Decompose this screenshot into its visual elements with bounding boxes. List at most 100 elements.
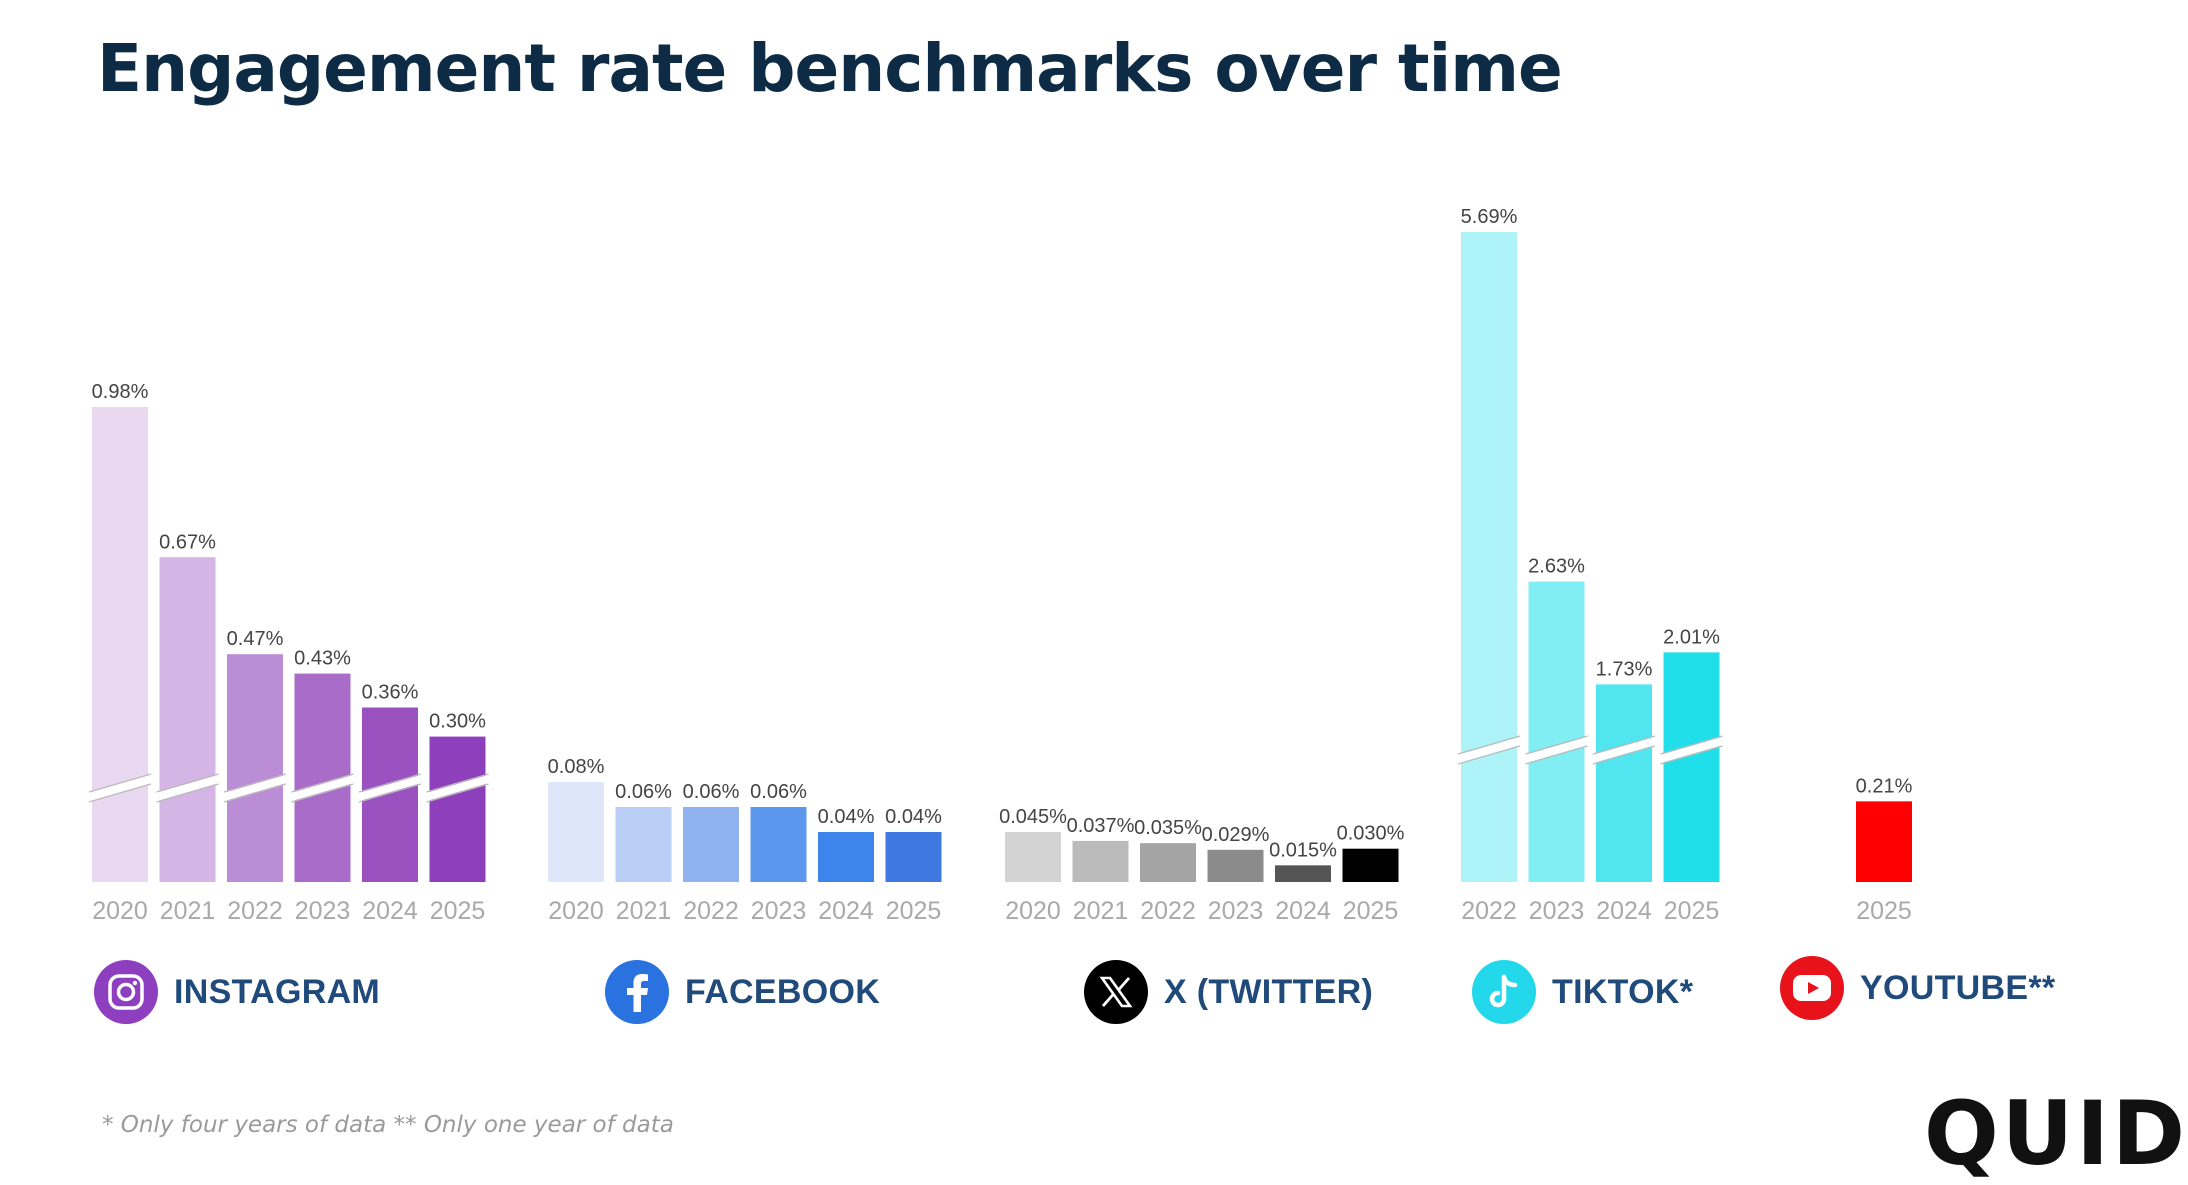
bar-instagram-2022	[227, 654, 283, 882]
axis-break-edge	[156, 783, 219, 803]
tick-label-x-twitter-2022: 2022	[1140, 897, 1196, 925]
axis-break-tiktok-2023	[1524, 737, 1589, 763]
axis-break-edge	[291, 783, 354, 803]
legend-instagram: INSTAGRAM	[94, 958, 380, 1026]
tick-label-instagram-2021: 2021	[160, 897, 216, 925]
legend-x-twitter: X (TWITTER)	[1084, 958, 1373, 1026]
bar-tiktok-2023	[1528, 581, 1585, 882]
tick-label-facebook-2020: 2020	[548, 897, 604, 925]
bar-facebook-2025	[885, 832, 942, 882]
axis-break-edge	[358, 773, 422, 793]
axis-break-edge	[358, 783, 422, 803]
tick-label-facebook-2025: 2025	[886, 897, 942, 925]
axis-break-edge	[88, 783, 152, 803]
data-label-instagram-2020: 0.98%	[92, 381, 149, 403]
data-label-x-twitter-2025: 0.030%	[1337, 823, 1405, 845]
chart-title: Engagement rate benchmarks over time	[97, 30, 1563, 107]
youtube-icon	[1780, 956, 1844, 1020]
legend-label-facebook: FACEBOOK	[685, 972, 881, 1011]
data-label-facebook-2020: 0.08%	[548, 756, 605, 778]
data-label-x-twitter-2022: 0.035%	[1134, 817, 1202, 839]
data-label-facebook-2023: 0.06%	[750, 781, 807, 803]
data-label-x-twitter-2023: 0.029%	[1202, 824, 1270, 846]
tick-label-instagram-2025: 2025	[430, 897, 486, 925]
tiktok-icon	[1472, 960, 1536, 1024]
legend-youtube: YOUTUBE**	[1780, 954, 2055, 1022]
axis-break-edge	[1592, 735, 1656, 755]
axis-break-tiktok-2025	[1659, 737, 1724, 763]
bar-facebook-2022	[683, 807, 739, 882]
data-label-facebook-2021: 0.06%	[615, 781, 672, 803]
bar-x-twitter-2023	[1207, 849, 1264, 882]
tick-label-x-twitter-2025: 2025	[1343, 897, 1399, 925]
legend-label-tiktok: TIKTOK*	[1552, 972, 1694, 1011]
legend-facebook: FACEBOOK	[605, 958, 880, 1026]
bar-chart: 0.98% 2020 0.67% 2021 0.47% 2022 0.43% 2023 0.36…	[87, 206, 1913, 925]
legend-tiktok: TIKTOK*	[1472, 958, 1693, 1026]
data-label-facebook-2024: 0.04%	[818, 806, 875, 828]
bar-x-twitter-2021	[1072, 840, 1129, 882]
tick-label-x-twitter-2020: 2020	[1005, 897, 1061, 925]
axis-break-edge	[1525, 735, 1588, 755]
tick-label-tiktok-2022: 2022	[1461, 897, 1517, 925]
axis-break-edge	[156, 773, 219, 793]
axis-break-instagram-2020	[87, 775, 153, 801]
tick-label-youtube-2025: 2025	[1856, 897, 1912, 925]
bar-x-twitter-2025	[1342, 848, 1399, 882]
axis-break-edge	[1592, 745, 1656, 765]
bar-tiktok-2024	[1596, 684, 1652, 882]
tick-label-instagram-2020: 2020	[92, 897, 148, 925]
axis-break-edge	[223, 783, 287, 803]
data-label-instagram-2024: 0.36%	[362, 682, 419, 704]
axis-break-instagram-2025	[425, 775, 490, 801]
data-label-tiktok-2025: 2.01%	[1663, 626, 1720, 648]
bar-tiktok-2022	[1461, 232, 1517, 882]
data-label-x-twitter-2024: 0.015%	[1269, 839, 1337, 861]
axis-break-tiktok-2022	[1456, 737, 1522, 763]
data-label-instagram-2022: 0.47%	[227, 628, 284, 650]
bar-instagram-2021	[159, 557, 216, 882]
tick-label-instagram-2022: 2022	[227, 897, 283, 925]
bar-x-twitter-2024	[1275, 865, 1331, 882]
bar-facebook-2024	[818, 832, 874, 882]
data-label-youtube-2025: 0.21%	[1856, 775, 1913, 797]
data-label-tiktok-2023: 2.63%	[1528, 556, 1585, 578]
axis-break-instagram-2024	[357, 775, 423, 801]
x-twitter-icon	[1084, 960, 1148, 1024]
tick-label-tiktok-2024: 2024	[1596, 897, 1652, 925]
bar-instagram-2025	[429, 736, 486, 882]
data-label-facebook-2022: 0.06%	[683, 781, 740, 803]
bar-youtube-2025	[1856, 801, 1912, 882]
bar-x-twitter-2022	[1140, 843, 1196, 882]
tick-label-x-twitter-2021: 2021	[1073, 897, 1129, 925]
axis-break-tiktok-2024	[1591, 737, 1657, 763]
tick-label-facebook-2024: 2024	[818, 897, 874, 925]
axis-break-instagram-2021	[155, 775, 220, 801]
facebook-icon	[605, 960, 669, 1024]
bar-facebook-2023	[750, 807, 807, 882]
tick-label-x-twitter-2023: 2023	[1208, 897, 1264, 925]
tick-label-facebook-2023: 2023	[751, 897, 807, 925]
bar-x-twitter-2020	[1005, 832, 1061, 882]
axis-break-edge	[1660, 745, 1723, 765]
tick-label-tiktok-2023: 2023	[1529, 897, 1585, 925]
data-label-instagram-2023: 0.43%	[294, 648, 351, 670]
legend-label-x-twitter: X (TWITTER)	[1164, 972, 1374, 1011]
bar-instagram-2020	[92, 407, 148, 882]
axis-break-edge	[426, 773, 489, 793]
axis-break-edge	[426, 783, 489, 803]
instagram-icon	[94, 960, 158, 1024]
data-label-facebook-2025: 0.04%	[885, 806, 942, 828]
tick-label-facebook-2021: 2021	[616, 897, 672, 925]
tick-label-tiktok-2025: 2025	[1664, 897, 1720, 925]
legend-label-instagram: INSTAGRAM	[174, 972, 381, 1011]
bar-facebook-2021	[615, 807, 672, 882]
data-label-x-twitter-2021: 0.037%	[1067, 815, 1135, 837]
data-label-tiktok-2022: 5.69%	[1461, 206, 1518, 228]
footnote: * Only four years of data ** Only one ye…	[102, 1112, 674, 1138]
legend-label-youtube: YOUTUBE**	[1860, 968, 2056, 1007]
axis-break-edge	[1457, 735, 1521, 755]
data-label-instagram-2025: 0.30%	[429, 711, 486, 733]
tick-label-instagram-2023: 2023	[295, 897, 351, 925]
tick-label-instagram-2024: 2024	[362, 897, 418, 925]
